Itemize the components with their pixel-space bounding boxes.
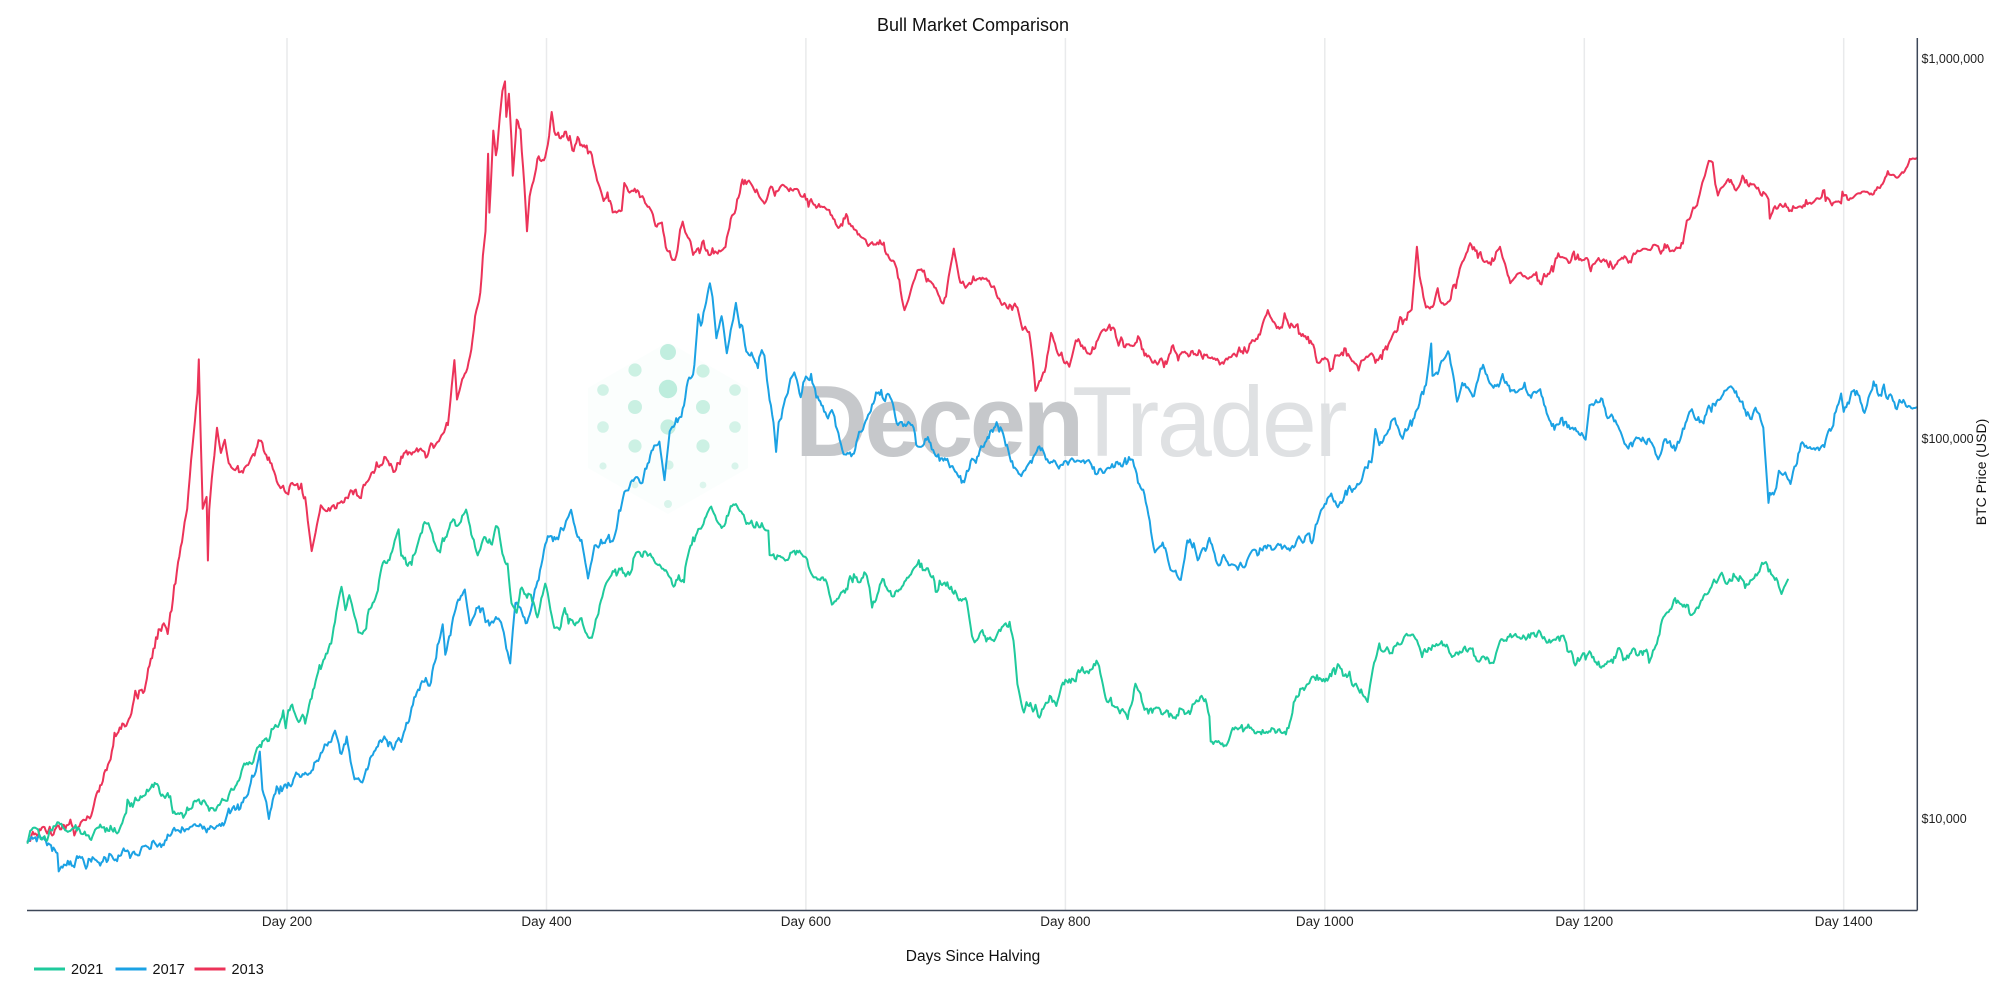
svg-text:Bull Market Comparison: Bull Market Comparison xyxy=(877,15,1069,35)
svg-text:Day 1000: Day 1000 xyxy=(1296,914,1354,929)
svg-text:$100,000: $100,000 xyxy=(1922,432,1974,446)
svg-text:Trader: Trader xyxy=(1072,366,1346,477)
svg-text:Day 600: Day 600 xyxy=(781,914,831,929)
svg-text:BTC Price (USD): BTC Price (USD) xyxy=(1973,419,1989,526)
svg-text:Day 1200: Day 1200 xyxy=(1555,914,1613,929)
svg-text:Day 1400: Day 1400 xyxy=(1815,914,1873,929)
svg-text:2017: 2017 xyxy=(153,962,185,978)
svg-text:Day 200: Day 200 xyxy=(262,914,312,929)
svg-text:2021: 2021 xyxy=(71,962,103,978)
svg-text:Days Since Halving: Days Since Halving xyxy=(906,948,1040,965)
svg-text:2013: 2013 xyxy=(232,962,264,978)
svg-text:$10,000: $10,000 xyxy=(1922,812,1967,826)
svg-text:$1,000,000: $1,000,000 xyxy=(1922,52,1985,66)
svg-text:Day 400: Day 400 xyxy=(521,914,571,929)
svg-text:Day 800: Day 800 xyxy=(1040,914,1090,929)
